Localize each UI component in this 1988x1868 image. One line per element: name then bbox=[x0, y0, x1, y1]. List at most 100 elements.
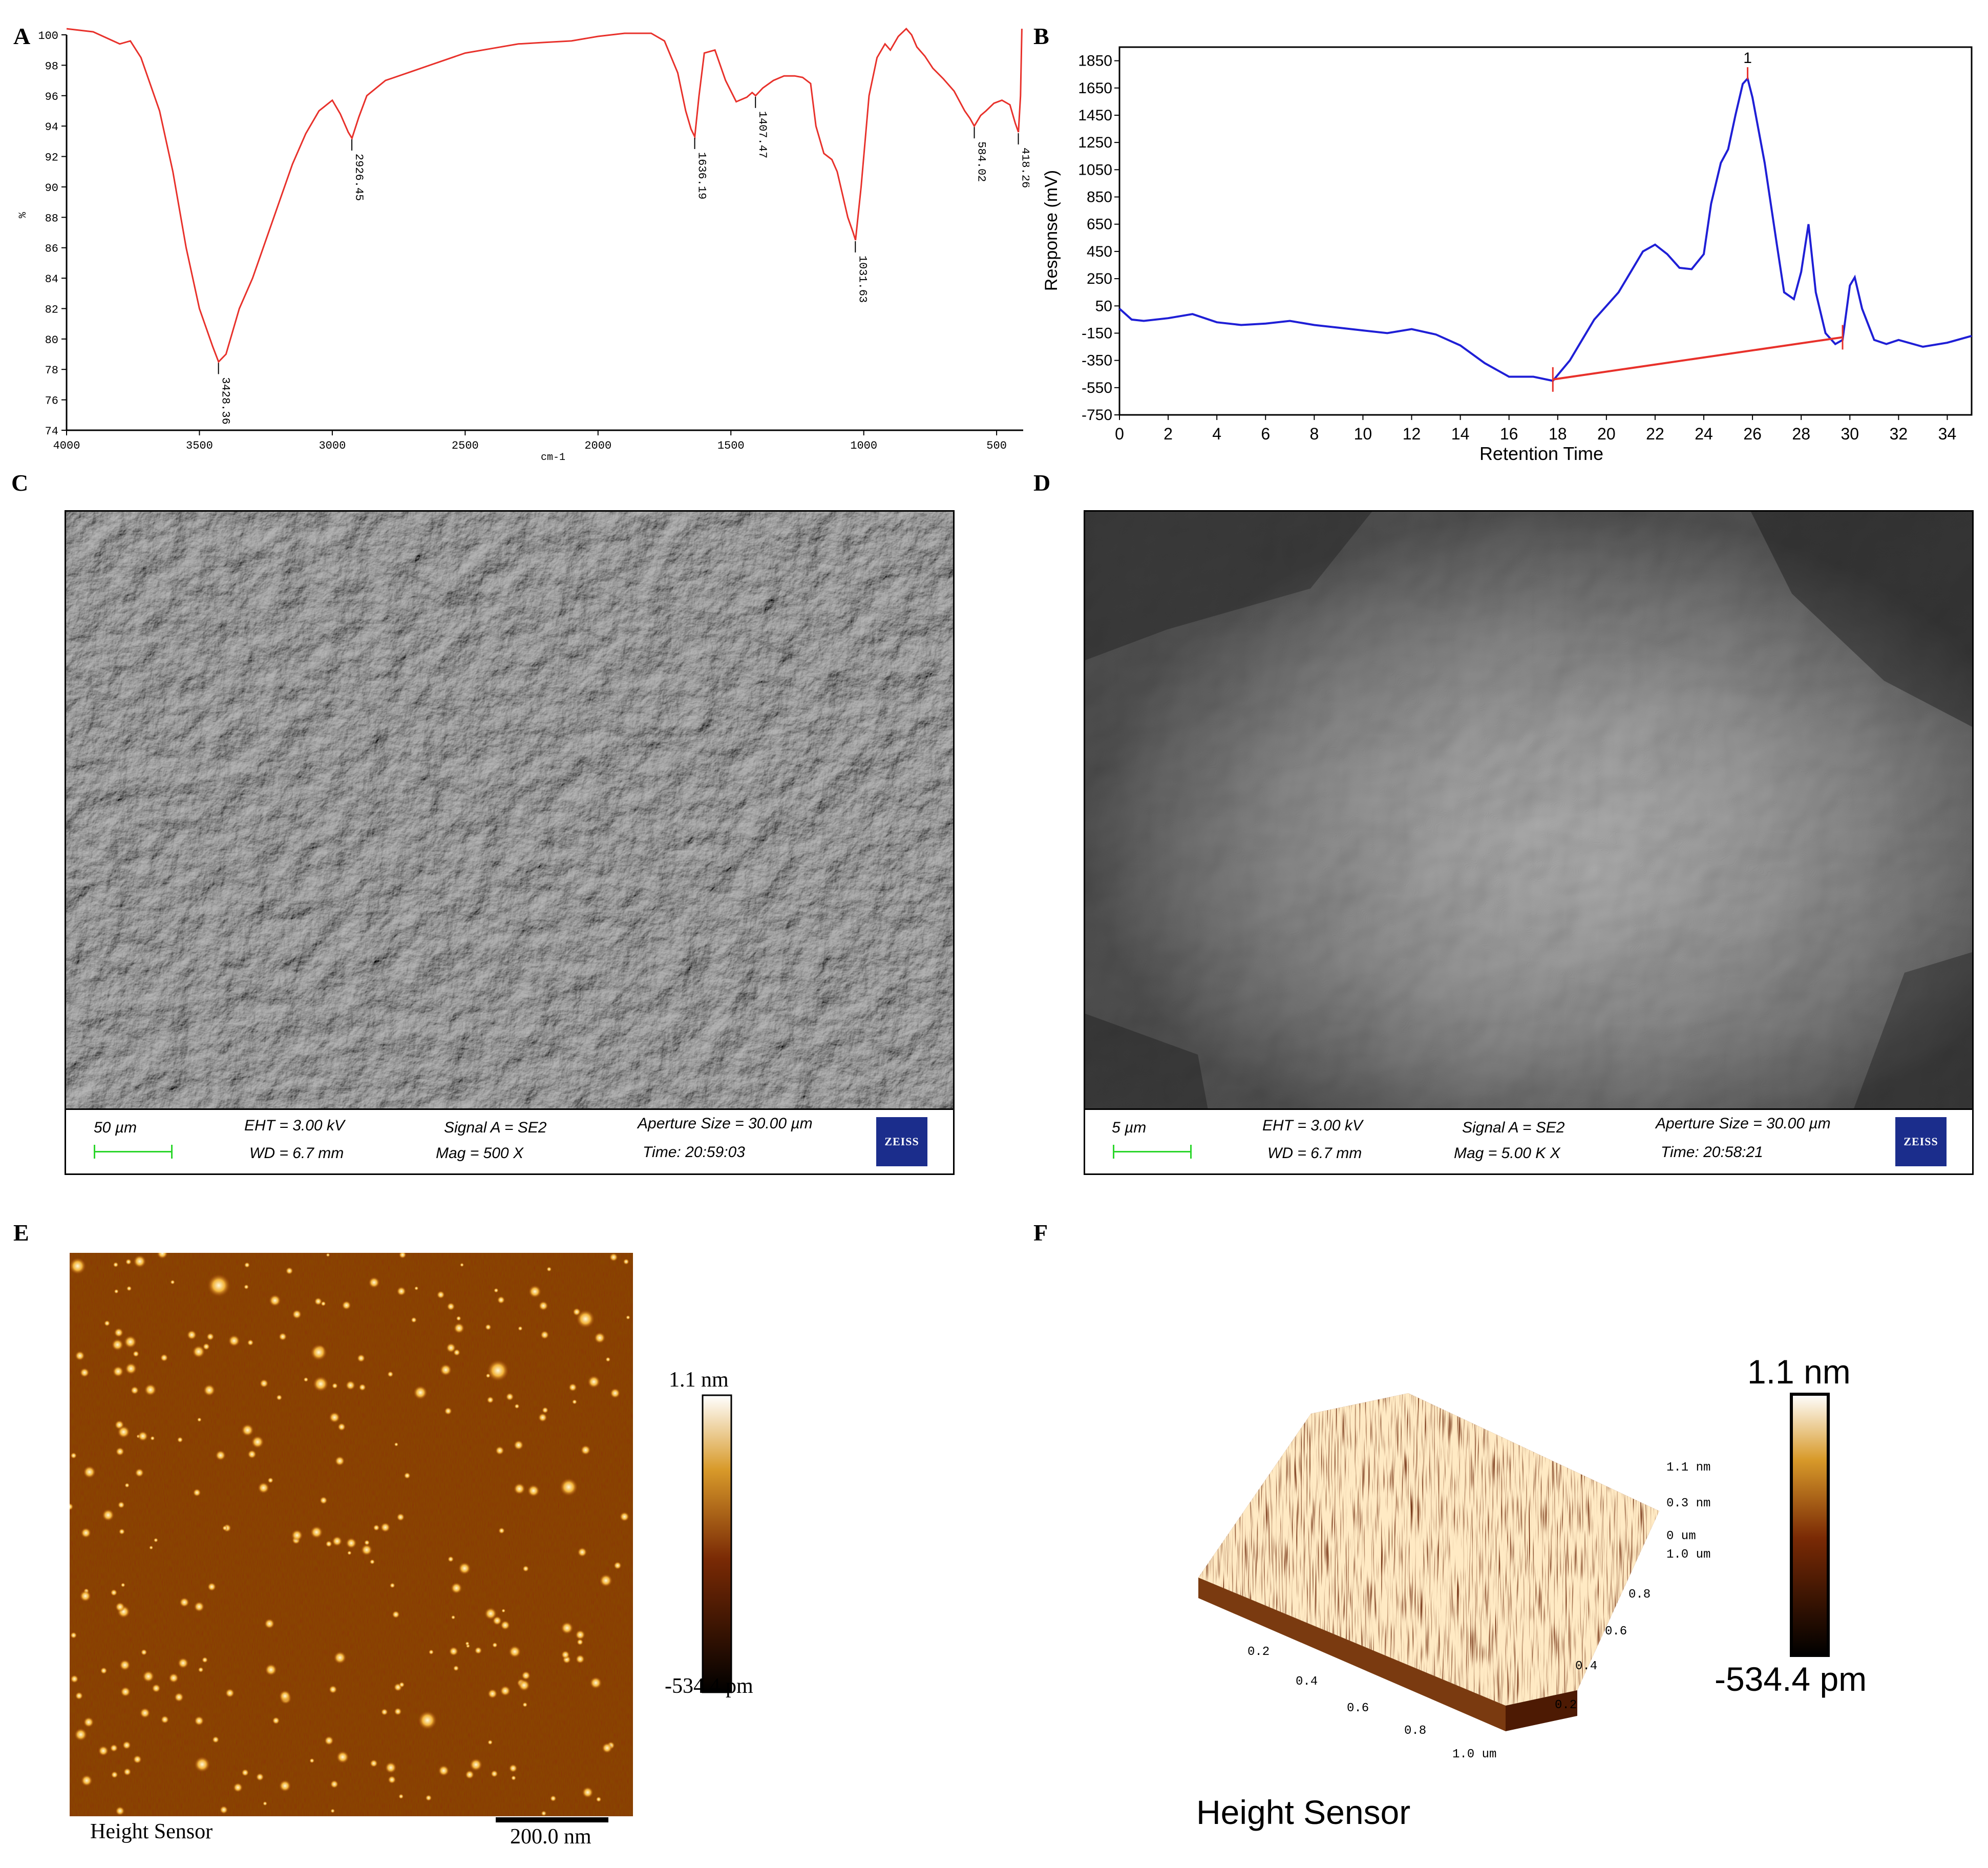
afm-f-x-tick: 0.4 bbox=[1296, 1675, 1318, 1689]
afm-f-sensor-label: Height Sensor bbox=[1196, 1793, 1411, 1831]
sem-image-d: 5 µm EHT = 3.00 kV WD = 6.7 mm Signal A … bbox=[1084, 510, 1974, 1175]
x-axis-title: Retention Time bbox=[1479, 443, 1603, 464]
afm-particle bbox=[513, 1440, 524, 1451]
afm-particle bbox=[207, 1273, 231, 1297]
afm-particle bbox=[447, 1556, 454, 1563]
afm-particle bbox=[623, 1258, 629, 1265]
y-tick-label: 1850 bbox=[1078, 53, 1112, 70]
spectrum-line bbox=[66, 27, 1023, 364]
afm-particle bbox=[333, 1651, 347, 1664]
afm-particle bbox=[331, 1382, 338, 1389]
afm-particle bbox=[202, 1342, 210, 1351]
afm-particle bbox=[264, 1618, 275, 1629]
afm-particle bbox=[389, 1582, 395, 1588]
afm-particle bbox=[70, 1631, 77, 1639]
afm-particle bbox=[160, 1715, 170, 1724]
afm-particle bbox=[392, 1610, 400, 1619]
afm-particle bbox=[577, 1547, 587, 1558]
afm-particle bbox=[201, 1656, 208, 1663]
afm-particle bbox=[319, 1496, 328, 1505]
afm-particle bbox=[398, 1682, 405, 1688]
afm-particle bbox=[314, 1297, 323, 1306]
afm-particle bbox=[198, 1667, 204, 1673]
afm-particle bbox=[576, 1639, 584, 1646]
afm-particle bbox=[272, 1716, 280, 1725]
afm-particle bbox=[342, 1300, 351, 1310]
afm-particle bbox=[346, 1537, 357, 1549]
afm-particle bbox=[599, 1573, 613, 1587]
x-tick-label: 2500 bbox=[452, 439, 479, 452]
afm-particle bbox=[458, 1562, 471, 1575]
afm-particle bbox=[219, 1806, 228, 1814]
sem-c-scale-bar bbox=[94, 1145, 173, 1159]
y-tick-label: 78 bbox=[45, 364, 58, 377]
y-tick-label: -350 bbox=[1082, 352, 1112, 369]
afm-particle bbox=[303, 1377, 309, 1382]
afm-particle bbox=[174, 1692, 184, 1703]
afm-particle bbox=[117, 1501, 125, 1509]
afm-particle bbox=[485, 1373, 491, 1378]
x-tick-label: 12 bbox=[1403, 425, 1421, 443]
afm-particle bbox=[449, 1646, 459, 1656]
afm-particle bbox=[212, 1736, 220, 1744]
afm-particle bbox=[241, 1423, 254, 1437]
afm-particle bbox=[110, 1589, 118, 1597]
afm-particle bbox=[490, 1770, 498, 1778]
afm-particle bbox=[369, 1759, 378, 1768]
peak-label: 584.02 bbox=[975, 141, 988, 182]
afm-e-colorbar-min: -534.4 pm bbox=[665, 1674, 753, 1698]
afm-particle bbox=[324, 1735, 334, 1746]
y-tick-label: 100 bbox=[38, 30, 58, 43]
y-tick-label: -150 bbox=[1082, 325, 1112, 342]
afm-particle bbox=[98, 1745, 109, 1756]
afm-particle bbox=[497, 1296, 505, 1304]
afm-particle bbox=[428, 1649, 434, 1655]
afm-particle bbox=[626, 1315, 630, 1320]
afm-particle bbox=[135, 1468, 144, 1478]
afm-f-x-tick: 1.0 um bbox=[1452, 1748, 1497, 1761]
afm-f-y-tick: 0.4 bbox=[1575, 1660, 1598, 1673]
afm-particle bbox=[514, 1403, 520, 1409]
sem-micrograph-500x bbox=[66, 512, 953, 1110]
afm-particle bbox=[513, 1482, 525, 1495]
y-axis-title: % bbox=[17, 212, 29, 218]
afm-particle bbox=[522, 1565, 530, 1572]
sem-image-c: 50 µm EHT = 3.00 kV WD = 6.7 mm Signal A… bbox=[65, 510, 955, 1175]
afm-particle bbox=[292, 1309, 302, 1319]
afm-particle bbox=[170, 1279, 175, 1285]
afm-particle bbox=[364, 1540, 370, 1546]
afm-particle bbox=[326, 1253, 330, 1257]
afm-particle bbox=[133, 1755, 142, 1764]
afm-particle bbox=[411, 1317, 417, 1323]
afm-particle bbox=[309, 1758, 315, 1764]
afm-particle bbox=[83, 1716, 94, 1728]
afm-particle bbox=[394, 1442, 398, 1447]
afm-particle bbox=[124, 1482, 130, 1488]
sem-c-scale-label: 50 µm bbox=[94, 1119, 137, 1136]
afm-particle bbox=[495, 1446, 504, 1455]
sem-d-wd: WD = 6.7 mm bbox=[1267, 1145, 1362, 1162]
afm-f-z-tick: 1.1 nm bbox=[1666, 1461, 1711, 1475]
peak-label: 418.26 bbox=[1019, 148, 1029, 188]
y-tick-label: 94 bbox=[45, 121, 58, 134]
x-tick-label: 3500 bbox=[186, 439, 213, 452]
y-tick-label: 96 bbox=[45, 91, 58, 103]
y-tick-label: 1250 bbox=[1078, 134, 1112, 151]
afm-particle bbox=[194, 1715, 204, 1726]
peak-label: 1031.63 bbox=[856, 256, 869, 303]
afm-particle bbox=[120, 1686, 131, 1697]
afm-particle bbox=[561, 1650, 570, 1660]
x-tick-label: 6 bbox=[1261, 425, 1270, 443]
afm-particle bbox=[453, 1665, 459, 1671]
afm-particle bbox=[114, 1289, 119, 1294]
afm-particle bbox=[527, 1484, 540, 1497]
x-axis-title: cm-1 bbox=[541, 452, 565, 461]
afm-f-x-tick: 0.8 bbox=[1404, 1724, 1427, 1738]
afm-particle bbox=[336, 1750, 349, 1764]
afm-f-y-tick: 0.8 bbox=[1629, 1588, 1651, 1602]
afm-particle bbox=[194, 1601, 205, 1612]
afm-particle bbox=[123, 1768, 132, 1776]
x-tick-label: 16 bbox=[1500, 425, 1518, 443]
afm-particle bbox=[500, 1620, 511, 1630]
afm-particle bbox=[278, 1332, 287, 1341]
